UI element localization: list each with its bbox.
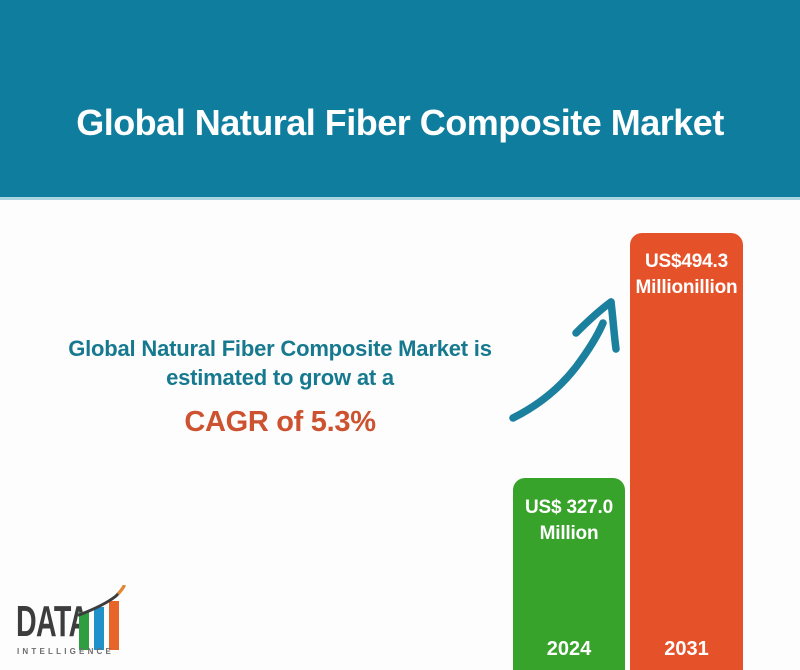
bar-2024-value-line2: Million — [539, 523, 599, 544]
bar-2031: US$494.3 Millionillion 2031 — [630, 233, 743, 670]
header-banner: Global Natural Fiber Composite Market — [0, 0, 800, 200]
logo-bars-icon — [78, 585, 126, 650]
bar-2024-value: US$ 327.0 Million — [513, 478, 625, 547]
tagline-line1: Global Natural Fiber Composite Market is — [68, 336, 492, 361]
datam-intelligence-logo: DATA INTELLIGENCE — [16, 585, 156, 665]
logo-data-text: DATA — [16, 597, 89, 646]
tagline-line2: estimated to grow at a — [166, 365, 394, 390]
bar-2024: US$ 327.0 Million 2024 — [513, 478, 625, 670]
bar-2031-value-line2: Millionillion — [635, 277, 738, 298]
bar-2031-value: US$494.3 Millionillion — [630, 233, 743, 301]
bar-2024-value-line1: US$ 327.0 — [525, 497, 613, 518]
cagr-value: CAGR of 5.3% — [184, 406, 376, 438]
bar-2024-year: 2024 — [546, 638, 592, 660]
tagline-block: Global Natural Fiber Composite Market is… — [20, 334, 540, 439]
growth-arrow-icon — [509, 298, 620, 422]
bar-2031-value-line1: US$494.3 — [645, 251, 728, 272]
logo-intelligence-text: INTELLIGENCE — [17, 647, 115, 656]
page-title: Global Natural Fiber Composite Market — [76, 101, 724, 143]
bar-2031-year: 2031 — [664, 638, 709, 660]
